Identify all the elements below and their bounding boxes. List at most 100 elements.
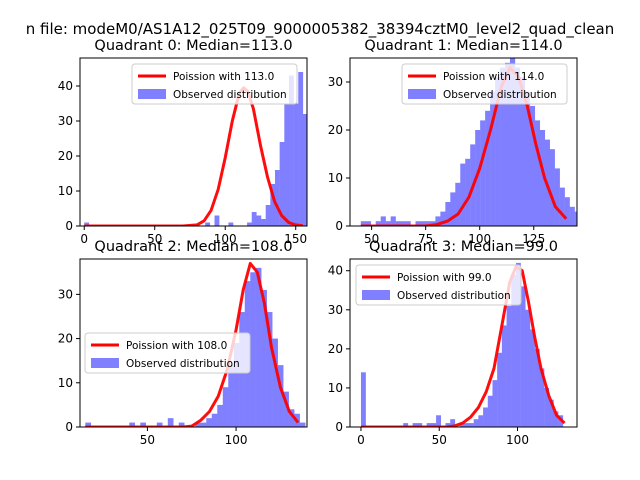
histogram-bar (529, 106, 536, 226)
y-tick-label: 10 (328, 171, 343, 185)
histogram-bar (492, 380, 498, 427)
axes-title: Quadrant 3: Median=99.0 (369, 239, 558, 255)
histogram-bar (308, 128, 313, 226)
y-tick-label: 0 (65, 219, 73, 233)
histogram-bar (485, 110, 491, 226)
histogram-bar (279, 142, 285, 226)
histogram-bar (195, 422, 201, 427)
legend-bar-swatch (138, 89, 166, 99)
histogram-bar (425, 221, 431, 226)
histogram-bar (261, 219, 266, 226)
legend-bar-swatch (408, 89, 436, 99)
histogram-bar (559, 187, 565, 226)
legend: Poission with 114.0 Observed distribution (401, 63, 568, 105)
histogram-bar (415, 221, 421, 226)
x-tick-label: 125 (522, 232, 545, 246)
x-tick-label: 100 (214, 232, 237, 246)
histogram-bar (468, 423, 474, 427)
histogram-bar (539, 130, 545, 226)
legend-label-observed: Observed distribution (126, 358, 240, 370)
histogram-bar (354, 223, 359, 227)
histogram-bar (445, 423, 451, 427)
legend-box (131, 63, 298, 105)
histogram-bar (520, 286, 526, 427)
x-tick-label: 0 (357, 433, 365, 447)
y-tick-label: 30 (328, 75, 343, 89)
histogram-bar (277, 365, 284, 427)
histogram-bar (417, 423, 423, 427)
histogram-bar (84, 222, 90, 226)
poisson-curve (360, 66, 568, 226)
histogram-bar (214, 215, 220, 226)
histogram-bar (554, 168, 560, 226)
histogram-bar (420, 221, 426, 226)
x-tick-label: 50 (140, 433, 155, 447)
histogram-bar (395, 221, 401, 226)
y-tick-label: 10 (58, 376, 73, 390)
histogram-bar (530, 329, 535, 427)
histogram-bar (553, 411, 559, 427)
histogram-bar (266, 312, 273, 427)
histogram-bar (322, 184, 327, 226)
plot-area (360, 58, 577, 226)
histogram-bar (483, 407, 488, 427)
y-tick-label: 20 (328, 123, 343, 137)
histogram-bar (129, 422, 135, 427)
quadrant-2-axes: 50 100 0 10 20 30 Quadrant 2: Median=108.0 Pois… (58, 239, 308, 447)
histogram-bar (288, 75, 294, 226)
histogram-bar (178, 422, 185, 427)
y-tick-label: 10 (328, 381, 343, 395)
x-tick-label: 50 (432, 433, 447, 447)
histogram-bar (500, 67, 506, 226)
y-tick-label: 0 (65, 420, 73, 434)
x-tick-label: 50 (364, 232, 379, 246)
histogram-bar (299, 422, 306, 427)
histogram-bar (345, 219, 350, 226)
histogram-bar (360, 221, 366, 226)
histogram-bar (222, 387, 229, 427)
histogram-bar (473, 419, 479, 427)
histogram-bar (85, 422, 92, 427)
quadrant-3-axes: 0 50 100 0 10 20 30 40 Quadrant 3: Median=99.0 Po… (328, 239, 578, 447)
legend: Poission with 113.0 Observed distribution (131, 63, 298, 105)
histogram-bar (283, 391, 289, 427)
histogram-bar (506, 305, 512, 427)
y-tick-label: 20 (58, 332, 73, 346)
histogram-bar (501, 325, 507, 427)
histogram-bar (274, 170, 280, 226)
legend-label-poisson: Poission with 113.0 (173, 71, 274, 83)
histogram-bar (205, 222, 211, 226)
histogram-bar (431, 423, 437, 427)
histogram-bar (365, 221, 371, 226)
histogram-bar (265, 205, 271, 226)
histogram-bar (534, 120, 541, 226)
y-tick-label: 20 (328, 342, 343, 356)
histogram-bar (211, 413, 218, 427)
histogram-bar (450, 192, 456, 226)
histogram-bar (574, 211, 577, 226)
histogram-bar (525, 309, 531, 427)
histogram-bar (459, 423, 465, 427)
axes-frame (349, 258, 578, 428)
x-tick-label: 100 (225, 433, 248, 447)
histogram-bar (326, 198, 331, 226)
histogram-bar (475, 130, 481, 226)
histogram-bar (511, 274, 517, 427)
y-tick-label: 40 (58, 79, 73, 93)
histogram-bar (217, 404, 223, 427)
histogram-bar (436, 415, 441, 427)
histogram-bar (385, 221, 391, 226)
histogram-bar (426, 423, 432, 427)
poisson-curve (84, 86, 303, 226)
histogram-bar (261, 289, 267, 427)
axes-frame (79, 57, 308, 227)
histogram-bar (509, 58, 516, 226)
legend-box (401, 63, 568, 105)
y-tick-label: 30 (58, 287, 73, 301)
histogram-bar (519, 77, 526, 226)
histogram-bar (549, 149, 555, 226)
histogram-bar (360, 372, 366, 427)
histogram-bar (464, 423, 470, 427)
legend: Poission with 108.0 Observed distribution (84, 332, 251, 374)
